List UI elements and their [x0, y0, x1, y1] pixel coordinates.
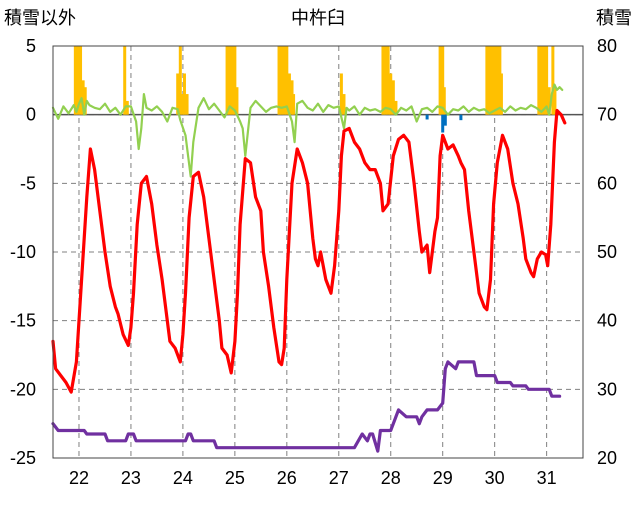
x-tick-label: 27 [329, 468, 349, 488]
precipitation-bar [542, 46, 546, 115]
snow_depth-line [51, 360, 562, 453]
precipitation-bar [230, 46, 234, 115]
precipitation-bar [81, 80, 85, 115]
precipitation-bar [277, 46, 281, 115]
precipitation-bar [391, 80, 395, 115]
blue-mark [425, 114, 429, 120]
precipitation-bar [438, 46, 442, 115]
precipitation-bar [292, 94, 296, 115]
precipitation-bar [182, 73, 186, 115]
precipitation-bar [545, 46, 549, 115]
precipitation-bar [441, 46, 445, 115]
x-tick-label: 22 [69, 468, 89, 488]
precipitation-bars-layer [73, 46, 557, 133]
precipitation-bar [389, 73, 393, 115]
right-tick-label: 30 [597, 379, 617, 399]
left-tick-label: -15 [10, 311, 36, 331]
precipitation-bar [83, 87, 87, 115]
precipitation-bar [339, 73, 343, 115]
temperature-line [51, 108, 567, 394]
chart-title: 中杵臼 [291, 8, 345, 28]
x-tick-label: 31 [537, 468, 557, 488]
precipitation-bar [485, 46, 489, 115]
precipitation-bar [79, 46, 83, 115]
right-axis-label: 積雪 [596, 8, 632, 28]
precipitation-bar [235, 87, 239, 115]
blue-mark [441, 114, 445, 133]
precipitation-bar [181, 94, 185, 115]
right-tick-label: 70 [597, 105, 617, 125]
blue-mark [459, 114, 463, 121]
precipitation-bar [487, 46, 491, 115]
wind-line [51, 83, 564, 178]
precipitation-bar [342, 94, 346, 115]
series-lines-layer [51, 83, 567, 453]
precipitation-bar [493, 46, 497, 115]
right-tick-label: 20 [597, 448, 617, 468]
precipitation-bar [539, 46, 543, 115]
precipitation-bar [290, 80, 294, 115]
precipitation-bar [280, 46, 284, 115]
precipitation-bar [386, 46, 390, 115]
right-tick-label: 40 [597, 311, 617, 331]
left-tick-label: -10 [10, 242, 36, 262]
left-tick-label: -20 [10, 379, 36, 399]
x-tick-label: 29 [433, 468, 453, 488]
precipitation-bar [384, 46, 388, 115]
left-axis-label: 積雪以外 [4, 8, 76, 28]
precipitation-bar [185, 94, 189, 115]
precipitation-bar [178, 46, 182, 115]
precipitation-bar [228, 46, 232, 115]
precipitation-bar [225, 46, 229, 115]
left-tick-label: 0 [26, 105, 36, 125]
precipitation-bar [394, 100, 398, 115]
blue-mark [443, 114, 447, 126]
left-tick-label: -5 [20, 173, 36, 193]
x-tick-label: 30 [485, 468, 505, 488]
precipitation-bar [176, 73, 180, 115]
precipitation-bar [125, 100, 129, 115]
precipitation-bar [553, 87, 557, 115]
precipitation-bar [282, 46, 286, 115]
precipitation-bar [442, 87, 446, 115]
right-tick-label: 80 [597, 36, 617, 56]
x-tick-label: 26 [277, 468, 297, 488]
precipitation-bar [123, 46, 127, 115]
right-tick-label: 50 [597, 242, 617, 262]
plot-frame [52, 45, 584, 459]
x-tick-label: 23 [121, 468, 141, 488]
precipitation-bar [287, 73, 291, 115]
precipitation-bar [498, 46, 502, 115]
precipitation-bar [73, 46, 77, 115]
precipitation-bar [76, 46, 80, 115]
left-tick-label: -25 [10, 448, 36, 468]
precipitation-bar [495, 46, 499, 115]
x-tick-label: 25 [225, 468, 245, 488]
precipitation-bar [490, 46, 494, 115]
x-tick-label: 24 [173, 468, 193, 488]
precipitation-bar [551, 46, 555, 115]
right-tick-label: 60 [597, 173, 617, 193]
precipitation-bar [547, 87, 551, 115]
precipitation-bar [537, 46, 541, 115]
precipitation-bar [233, 46, 237, 115]
precipitation-bar [381, 46, 385, 115]
precipitation-bar [285, 46, 289, 115]
x-tick-label: 28 [381, 468, 401, 488]
left-tick-label: 5 [26, 36, 36, 56]
precipitation-bar [499, 73, 503, 115]
